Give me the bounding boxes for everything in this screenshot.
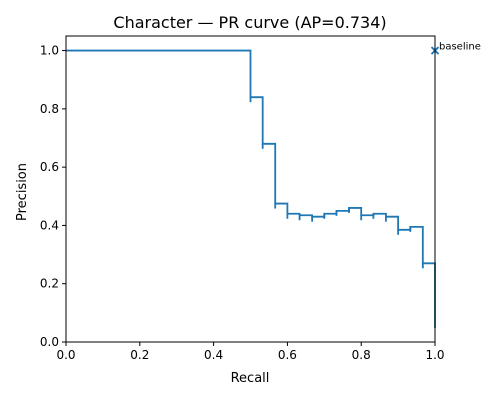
y-tick-label: 0.2 — [40, 277, 59, 291]
chart-title: Character — PR curve (AP=0.734) — [113, 13, 386, 32]
x-tick-label: 0.6 — [278, 348, 297, 362]
x-tick-label: 0.0 — [56, 348, 75, 362]
baseline-label: baseline — [439, 42, 481, 53]
x-tick-label: 1.0 — [425, 348, 444, 362]
axes: 0.0 0.2 0.4 0.6 0.8 1.0 0.0 0.2 0.4 0.6 0.8 1.0 — [40, 35, 445, 362]
y-tick-label: 0.0 — [40, 335, 59, 349]
plot-area: baseline — [66, 42, 481, 329]
x-axis-label: Recall — [231, 371, 270, 386]
x-tick-label: 0.8 — [352, 348, 371, 362]
y-tick-label: 0.6 — [40, 160, 59, 174]
y-tick-label: 0.4 — [40, 218, 59, 232]
y-tick-label: 0.8 — [40, 102, 59, 116]
x-tick-label: 0.2 — [130, 348, 149, 362]
y-axis-label: Precision — [15, 163, 30, 221]
plot-frame — [65, 35, 436, 343]
x-tick-label: 0.4 — [204, 348, 223, 362]
y-tick-label: 1.0 — [40, 44, 59, 58]
